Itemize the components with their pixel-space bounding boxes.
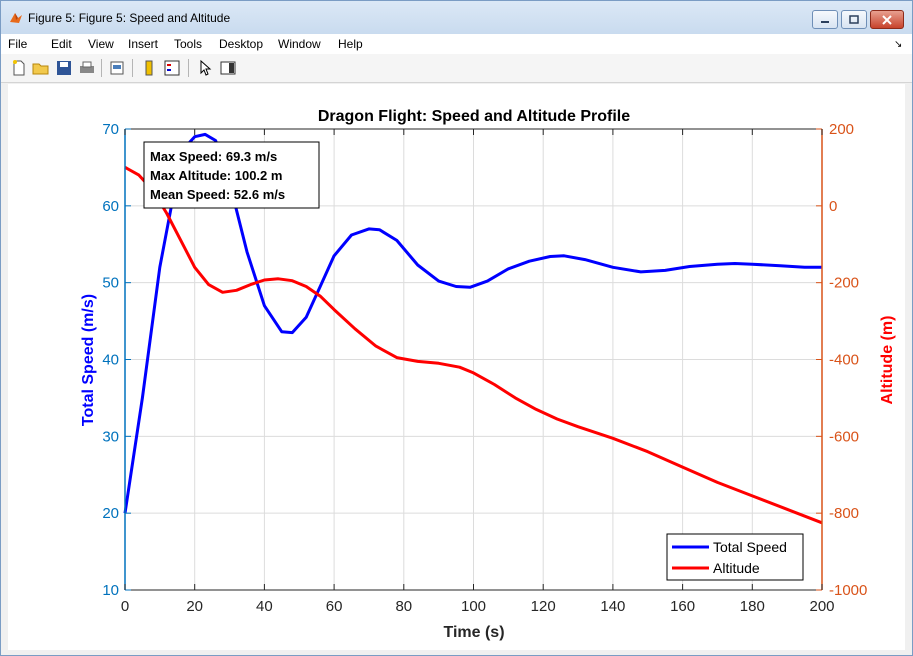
minimize-button[interactable] <box>812 10 838 29</box>
print-preview-icon[interactable] <box>108 59 126 77</box>
colorbar-icon[interactable] <box>140 59 158 77</box>
left-tick-label: 40 <box>102 352 119 369</box>
new-figure-icon[interactable] <box>10 59 28 77</box>
legend-label-altitude: Altitude <box>713 560 760 576</box>
right-tick-label: -200 <box>829 275 859 292</box>
x-tick-label: 20 <box>186 598 203 615</box>
menu-edit[interactable]: Edit <box>51 37 72 51</box>
toolbar-separator <box>132 59 133 77</box>
annotation-max-altitude: Max Altitude: 100.2 m <box>150 168 282 183</box>
x-tick-label: 200 <box>809 598 834 615</box>
chart-title: Dragon Flight: Speed and Altitude Profil… <box>318 108 630 125</box>
stats-annotation: Max Speed: 69.3 m/s Max Altitude: 100.2 … <box>143 141 320 209</box>
figure-canvas: 10 20 30 40 50 60 70 -1000 -800 -600 -400 -200 0 200… <box>8 84 905 650</box>
minimize-icon <box>821 20 829 23</box>
annotation-max-speed: Max Speed: 69.3 m/s <box>150 149 277 164</box>
annotation-mean-speed: Mean Speed: 52.6 m/s <box>150 187 285 202</box>
menu-help[interactable]: Help <box>338 37 363 51</box>
x-tick-label: 60 <box>326 598 343 615</box>
legend-box <box>666 533 804 581</box>
select-pointer-icon[interactable] <box>196 59 214 77</box>
menu-view[interactable]: View <box>88 37 114 51</box>
menu-insert[interactable]: Insert <box>128 37 159 51</box>
left-y-ticks: 10 20 30 40 50 60 70 <box>102 121 131 599</box>
right-y-axis-label: Altitude (m) <box>879 316 896 405</box>
maximize-icon <box>849 15 859 24</box>
left-tick-label: 30 <box>102 428 119 445</box>
right-tick-label: -600 <box>829 428 859 445</box>
window-title: Figure 5: Figure 5: Speed and Altitude <box>28 11 231 25</box>
left-tick-label: 70 <box>102 121 119 138</box>
maximize-button[interactable] <box>841 10 867 29</box>
x-tick-label: 160 <box>670 598 695 615</box>
toolbar-separator <box>101 59 102 77</box>
figure-toolbar <box>1 54 912 83</box>
right-tick-label: 0 <box>829 198 837 215</box>
print-icon[interactable] <box>78 59 96 77</box>
x-tick-label: 40 <box>256 598 273 615</box>
matlab-logo-icon <box>10 13 22 23</box>
left-tick-label: 20 <box>102 505 119 522</box>
menu-window[interactable]: Window <box>278 37 321 51</box>
series-total-speed <box>123 132 822 514</box>
left-y-axis-label: Total Speed (m/s) <box>80 294 97 426</box>
menu-bar: File Edit View Insert Tools Desktop Wind… <box>1 34 912 54</box>
grid-lines <box>125 129 822 590</box>
x-ticks: 0 20 40 60 80 100 120 140 160 180 200 <box>121 129 835 615</box>
menu-desktop[interactable]: Desktop <box>219 37 264 51</box>
annotation-box <box>143 141 320 209</box>
series-layer <box>123 132 823 525</box>
legend-label-speed: Total Speed <box>713 539 787 555</box>
toolbar-separator <box>188 59 189 77</box>
close-button[interactable] <box>870 10 904 29</box>
right-tick-label: -1000 <box>829 582 867 599</box>
menu-tools[interactable]: Tools <box>174 37 203 51</box>
menu-file[interactable]: File <box>8 37 28 51</box>
right-y-ticks: -1000 -800 -600 -400 -200 0 200 <box>816 121 867 599</box>
close-icon <box>882 14 892 25</box>
x-tick-label: 140 <box>600 598 625 615</box>
x-tick-label: 180 <box>740 598 765 615</box>
left-tick-label: 60 <box>102 198 119 215</box>
property-editor-icon[interactable] <box>219 59 237 77</box>
x-tick-label: 0 <box>121 598 129 615</box>
save-icon[interactable] <box>55 59 73 77</box>
x-tick-label: 100 <box>461 598 486 615</box>
legend[interactable]: Total Speed Altitude <box>666 533 804 581</box>
open-file-icon[interactable] <box>32 59 50 77</box>
right-tick-label: -800 <box>829 505 859 522</box>
left-tick-label: 50 <box>102 275 119 292</box>
legend-icon[interactable] <box>163 59 181 77</box>
left-tick-label: 10 <box>102 582 119 599</box>
title-bar[interactable]: Figure 5: Figure 5: Speed and Altitude <box>1 1 912 34</box>
x-tick-label: 120 <box>531 598 556 615</box>
right-tick-label: 200 <box>829 121 854 138</box>
dock-arrow-icon[interactable]: ↘ <box>894 39 903 50</box>
x-tick-label: 80 <box>395 598 412 615</box>
series-altitude <box>124 165 823 525</box>
x-axis-label: Time (s) <box>443 624 504 641</box>
right-tick-label: -400 <box>829 352 859 369</box>
